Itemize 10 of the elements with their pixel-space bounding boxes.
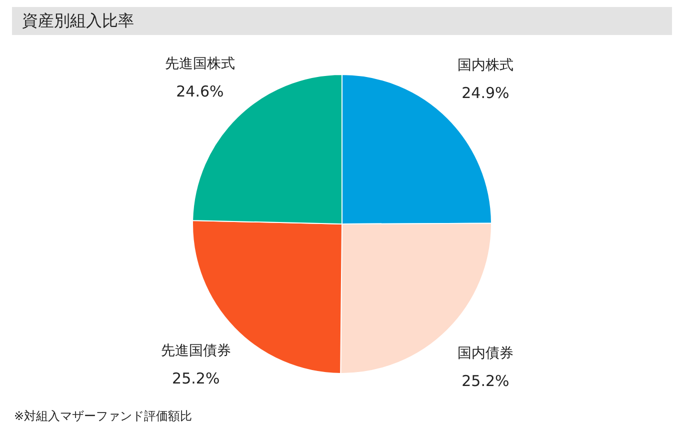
data-label: 24.6%	[176, 82, 224, 100]
text: ※対組入マザーファンド評価額比	[14, 408, 192, 425]
data-label: 24.9%	[462, 84, 510, 102]
chart-title: 資産別組入比率	[12, 7, 672, 35]
data-label: 25.2%	[172, 369, 220, 388]
slice-label: 先進国債券	[160, 343, 231, 360]
slice-label: 国内株式	[457, 58, 514, 74]
slice-label: 国内債券	[457, 346, 514, 362]
data-label: 25.2%	[462, 372, 510, 390]
slice-label: 先進国株式	[164, 56, 235, 72]
